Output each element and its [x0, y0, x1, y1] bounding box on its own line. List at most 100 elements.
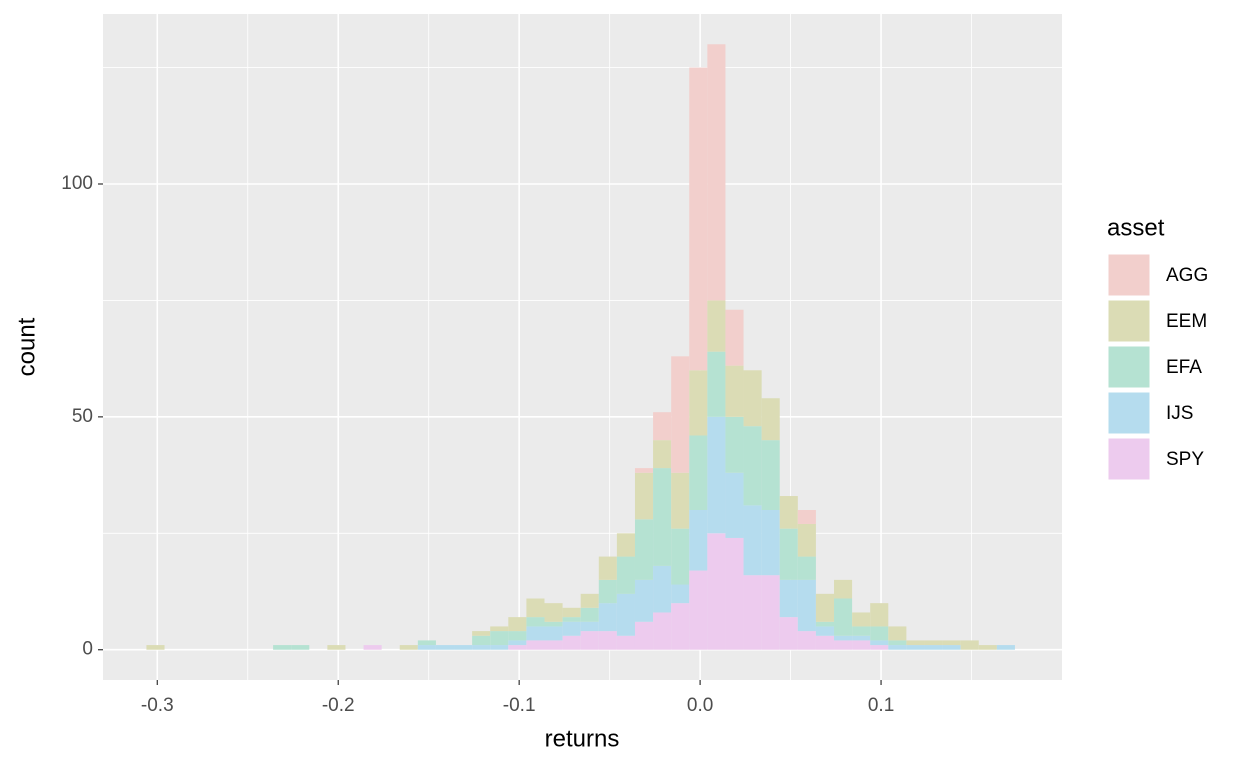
- histogram-bar: [472, 635, 491, 646]
- histogram-bar: [978, 645, 997, 650]
- histogram-bar: [725, 472, 744, 538]
- histogram-bar: [761, 575, 780, 650]
- histogram-bar: [779, 528, 798, 580]
- histogram-bar: [653, 412, 672, 441]
- y-tick-label: 50: [72, 406, 93, 427]
- legend-key: [1107, 437, 1151, 481]
- histogram-bar: [924, 640, 943, 646]
- histogram-bar: [870, 626, 889, 641]
- histogram-bar: [671, 528, 690, 585]
- histogram-bar: [544, 640, 563, 650]
- histogram-bar: [544, 626, 563, 641]
- x-tick-label: 0.0: [687, 695, 713, 716]
- histogram-bar: [815, 635, 835, 650]
- legend-key: [1107, 345, 1151, 389]
- histogram-bar: [743, 575, 762, 650]
- histogram-bar: [852, 626, 871, 636]
- histogram-bar: [870, 640, 889, 646]
- legend-label: SPY: [1166, 449, 1204, 470]
- histogram-bar: [689, 370, 708, 436]
- panel: [103, 14, 1062, 680]
- histogram-bar: [888, 645, 907, 650]
- histogram-bar: [472, 645, 491, 650]
- histogram-bar: [562, 617, 581, 622]
- histogram-bar: [653, 612, 672, 650]
- legend-label: EFA: [1166, 357, 1202, 378]
- legend-key: [1107, 253, 1151, 297]
- histogram-bar: [490, 645, 509, 650]
- histogram-bar: [634, 519, 654, 580]
- histogram-bar: [671, 603, 690, 650]
- histogram-bar: [598, 579, 617, 604]
- histogram-bar: [580, 593, 599, 608]
- histogram-bar: [634, 472, 654, 520]
- histogram-bar: [562, 607, 581, 618]
- x-tick-label: -0.3: [141, 695, 174, 716]
- histogram-bar: [888, 640, 907, 646]
- histogram-bar: [906, 645, 925, 650]
- histogram-bar: [580, 631, 599, 650]
- histogram-bar: [743, 426, 762, 506]
- histogram-bar: [870, 603, 889, 627]
- histogram-bar: [273, 645, 292, 650]
- histogram-bar: [761, 398, 780, 441]
- histogram-bar: [598, 556, 617, 580]
- histogram-bar: [580, 607, 599, 622]
- histogram-bar: [707, 351, 726, 417]
- histogram-bar: [725, 416, 744, 473]
- histogram-bar: [634, 468, 654, 473]
- histogram-bar: [689, 570, 708, 650]
- histogram-bar: [689, 510, 708, 571]
- histogram-bar: [779, 617, 798, 650]
- x-tick-label: -0.2: [322, 695, 355, 716]
- histogram-bar: [508, 645, 527, 650]
- y-axis-title: count: [13, 317, 40, 376]
- histogram-bar: [490, 626, 509, 632]
- histogram-bar: [834, 640, 853, 650]
- legend-key: [1107, 391, 1151, 435]
- histogram-bar: [544, 621, 563, 627]
- histogram-bar: [725, 309, 744, 366]
- histogram-bar: [616, 556, 635, 594]
- histogram-bar: [598, 603, 617, 632]
- histogram-bar: [508, 631, 527, 641]
- histogram-bar: [779, 496, 798, 529]
- histogram-bar: [634, 579, 654, 622]
- histogram-bar: [689, 435, 708, 511]
- histogram-bar: [797, 579, 816, 632]
- histogram-bar: [671, 356, 690, 473]
- histogram-bar: [526, 626, 545, 641]
- histogram-bar: [852, 640, 871, 650]
- histogram-bar: [960, 640, 979, 650]
- histogram-bar: [616, 533, 635, 557]
- histogram-bar: [761, 510, 780, 576]
- histogram-bar: [689, 67, 708, 371]
- histogram-bar: [924, 645, 943, 650]
- histogram-bar: [508, 617, 527, 632]
- legend-key: [1107, 299, 1151, 343]
- x-axis-title: returns: [545, 725, 620, 752]
- histogram-bar: [725, 537, 744, 650]
- histogram-bar: [598, 631, 617, 650]
- histogram-bar: [616, 593, 635, 636]
- y-tick-label: 100: [61, 173, 93, 194]
- histogram-bar: [707, 416, 726, 534]
- histogram-bar: [815, 593, 835, 622]
- histogram-bar: [707, 533, 726, 650]
- histogram-bar: [417, 645, 436, 650]
- histogram-bar: [942, 645, 961, 650]
- histogram-bar: [996, 645, 1015, 650]
- histogram-bar: [562, 635, 581, 650]
- histogram-bar: [472, 631, 491, 636]
- legend-label: AGG: [1166, 265, 1208, 286]
- histogram-bar: [870, 645, 889, 650]
- histogram-bar: [653, 565, 672, 613]
- histogram-bar: [671, 584, 690, 604]
- histogram-bar: [815, 621, 835, 627]
- histogram-bar: [653, 440, 672, 469]
- histogram-bar: [725, 365, 744, 417]
- histogram-bar: [653, 468, 672, 566]
- histogram-bar: [526, 617, 545, 627]
- histogram-bar: [454, 645, 473, 650]
